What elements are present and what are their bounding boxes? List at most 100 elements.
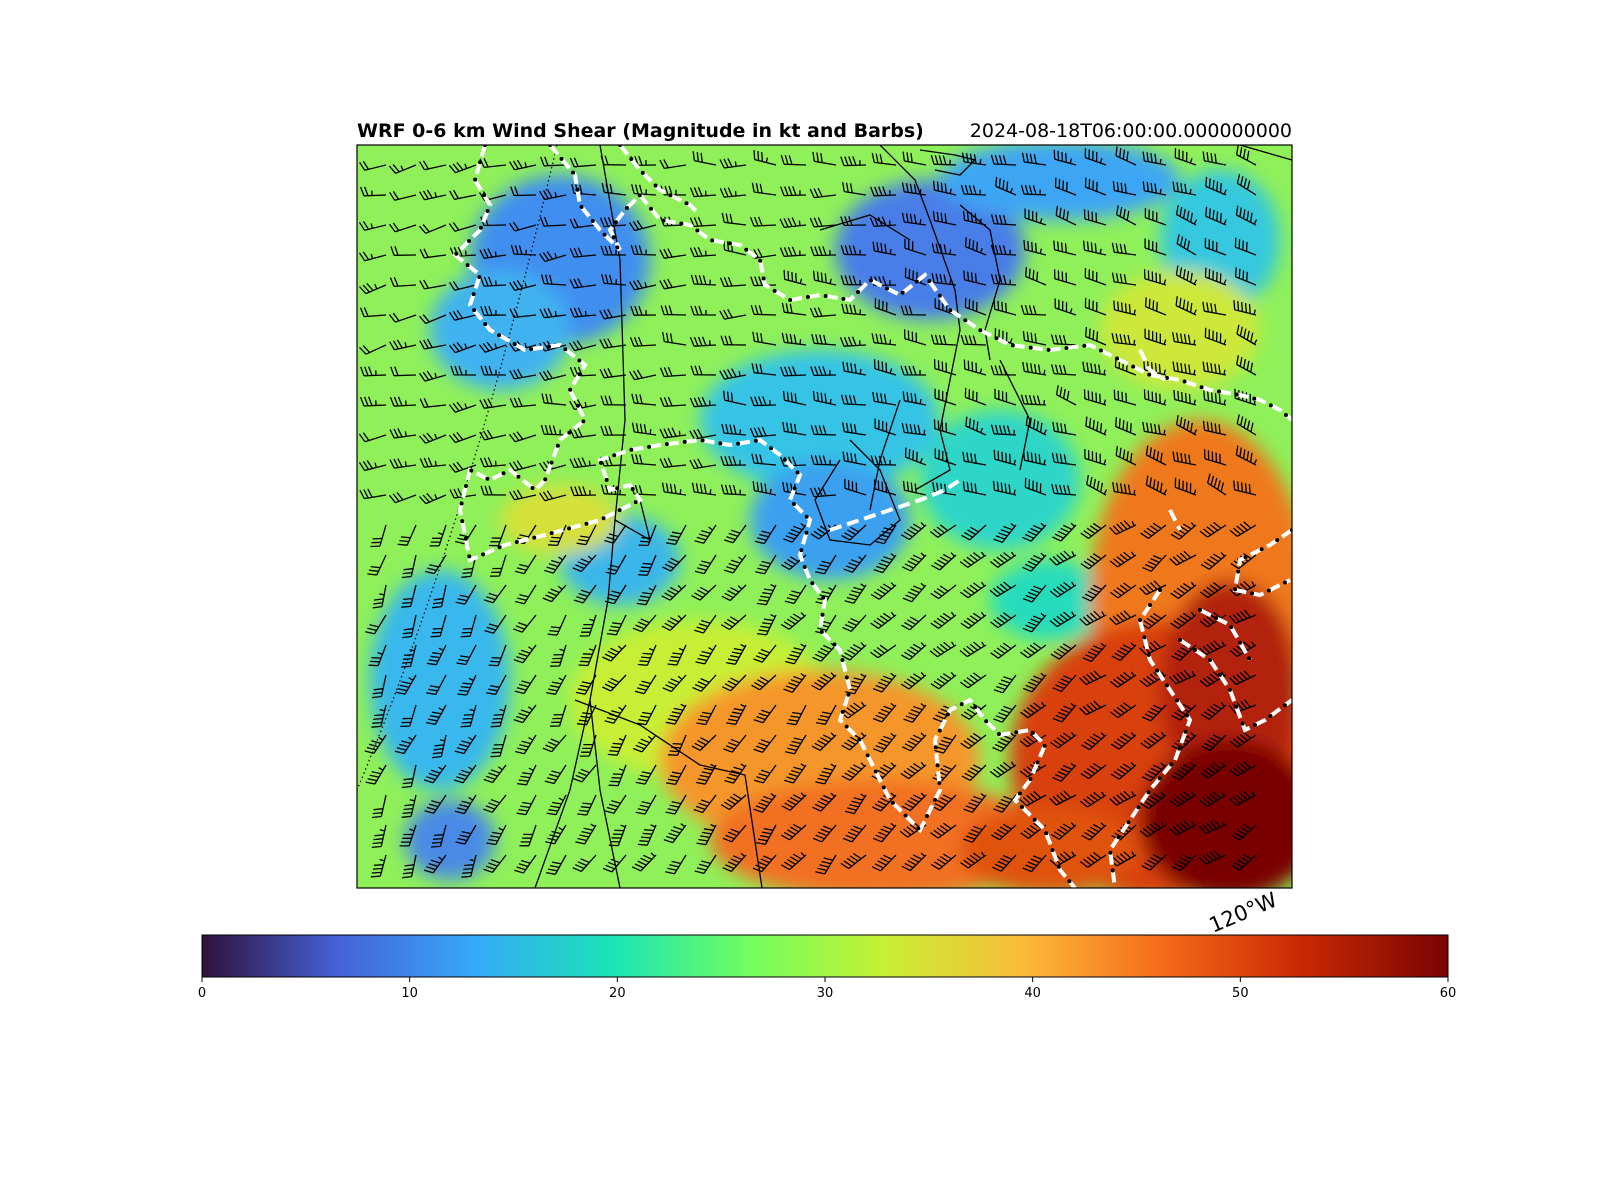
wind-barb [960, 732, 987, 750]
wind-barb [930, 853, 957, 870]
wind-barb [874, 298, 897, 316]
wind-barb [689, 396, 717, 408]
wind-barb [371, 794, 387, 819]
wind-barb [448, 341, 477, 354]
wind-barb [1144, 208, 1167, 226]
wind-barb [389, 191, 417, 201]
wind-barb [1199, 582, 1227, 599]
wind-barb [1205, 206, 1227, 226]
wind-barb [358, 460, 387, 472]
wind-barb [1141, 854, 1167, 871]
wind-barb [1021, 152, 1047, 166]
wind-barb [1142, 554, 1167, 572]
wind-barb [605, 554, 627, 575]
wind-barb [1142, 421, 1167, 436]
wind-barb [1079, 851, 1107, 868]
wind-barb [1198, 819, 1227, 834]
wind-barb [934, 734, 957, 754]
wind-barb [929, 641, 957, 658]
wind-barb [873, 479, 897, 496]
wind-barb [572, 854, 597, 872]
wind-barb [691, 734, 717, 751]
wind-barb [842, 361, 867, 376]
wind-barb [425, 704, 447, 725]
wind-barb [1022, 522, 1047, 542]
wind-barb [1022, 552, 1047, 572]
wind-barb [608, 824, 627, 847]
wind-barb [689, 428, 717, 440]
wind-barb [845, 673, 867, 695]
wind-barb [568, 340, 597, 352]
wind-barb [430, 614, 447, 638]
wind-barb [489, 554, 507, 577]
wind-barb [419, 432, 447, 444]
wind-barb [1053, 149, 1077, 166]
wind-barb [1235, 445, 1258, 466]
wind-barb [815, 854, 837, 875]
wind-barb [419, 398, 447, 408]
wind-barb [662, 332, 687, 346]
valid-time: 2024-08-18T06:00:00.000000000 [970, 120, 1292, 142]
wind-barb [358, 251, 387, 262]
wind-barb [365, 764, 387, 785]
wind-barb [993, 704, 1017, 723]
wind-barb [426, 644, 447, 666]
wind-barb [508, 221, 537, 232]
wind-barb [1019, 761, 1047, 778]
wind-barb [781, 332, 807, 346]
wind-barb [389, 396, 417, 407]
wind-barb [480, 305, 507, 316]
wind-barb [637, 644, 657, 666]
wind-barb [431, 734, 447, 759]
wind-barb [456, 644, 477, 666]
wind-barb [725, 643, 747, 665]
wind-barb [933, 419, 957, 436]
wind-barb [1231, 854, 1257, 871]
map-panel[interactable] [357, 140, 1320, 900]
wind-barb [510, 244, 537, 256]
wind-barb [454, 794, 477, 815]
wind-barb [695, 644, 717, 665]
wind-barb [1229, 521, 1257, 537]
wind-barb [1143, 269, 1167, 286]
wind-barb [1055, 205, 1077, 226]
wind-barb [364, 734, 387, 755]
wind-barb [449, 246, 477, 258]
wind-barb [389, 339, 417, 351]
wind-barb [461, 854, 477, 878]
wind-barb [449, 189, 477, 200]
wind-barb [1199, 521, 1227, 538]
wind-barb [753, 704, 777, 724]
wind-barb [668, 734, 687, 756]
wind-barb [1053, 240, 1077, 256]
wind-barb [540, 156, 567, 167]
wind-barb [1022, 361, 1047, 376]
wind-barb [448, 280, 477, 291]
wind-barb [959, 551, 987, 568]
wind-barb [1169, 550, 1197, 566]
wind-barb [389, 277, 417, 288]
wind-barb [1084, 448, 1107, 466]
wind-barb [1139, 580, 1167, 596]
wind-barb [1139, 640, 1167, 656]
wind-barb [1235, 205, 1258, 226]
wind-barb [1080, 522, 1107, 539]
wind-barb [786, 704, 807, 726]
wind-barb [723, 240, 747, 256]
wind-barb [1025, 415, 1047, 436]
wind-barb [629, 336, 657, 347]
wind-barb [579, 734, 597, 757]
wind-barb [1085, 416, 1107, 436]
wind-barb [513, 644, 537, 664]
wind-barb [1111, 642, 1137, 661]
wind-barb [1019, 791, 1047, 807]
wind-barb [1050, 731, 1077, 749]
wind-barb [689, 458, 717, 470]
wind-barb [541, 393, 567, 406]
wind-barb [841, 762, 867, 781]
wind-barb [514, 854, 537, 874]
wind-barb [365, 614, 387, 635]
wind-barb [628, 220, 657, 232]
wind-barb [1049, 790, 1077, 806]
wind-barb [480, 485, 507, 496]
